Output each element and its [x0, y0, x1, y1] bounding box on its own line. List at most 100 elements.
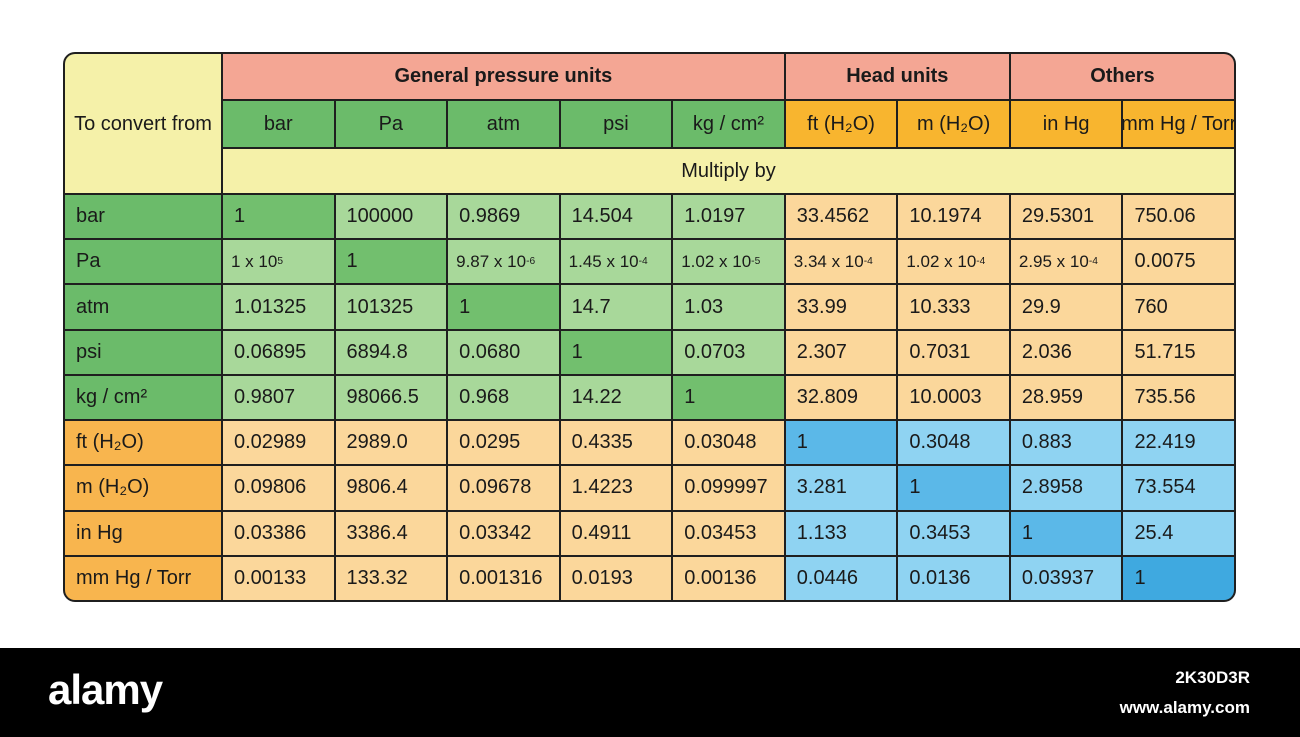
cell-base: 1.02 x 10: [681, 251, 752, 271]
table-cell: 1: [898, 466, 1009, 510]
table-cell: 32.809: [785, 375, 897, 420]
table-cell: 0.09678: [448, 466, 559, 510]
table-cell: 14.7: [560, 285, 672, 329]
table-cell: 25.4: [1123, 511, 1234, 555]
cell-base: 1.02 x 10: [906, 251, 977, 271]
row-header-2: atm: [65, 285, 221, 329]
alamy-logo: alamy: [48, 666, 163, 713]
table-cell: 133.32: [335, 556, 447, 600]
table-cell: 0.03342: [448, 511, 559, 555]
table-cell: 28.959: [1010, 375, 1122, 420]
table-cell: 2.95 x 10 -4: [1010, 240, 1122, 284]
table-cell: 0.02989: [223, 421, 334, 465]
table-cell: 0.9807: [223, 375, 334, 420]
column-header-8: mm Hg / Torr: [1123, 101, 1234, 147]
table-cell: 0.0680: [448, 330, 559, 374]
table-cell: 0.0295: [448, 421, 559, 465]
table-cell: 51.715: [1123, 330, 1234, 374]
row-header-8: mm Hg / Torr: [65, 556, 221, 600]
watermark-footer: alamy 2K30D3R www.alamy.com: [0, 648, 1300, 737]
table-cell: 750.06: [1123, 195, 1234, 239]
group-header-2: Others: [1010, 54, 1234, 99]
table-cell: 101325: [335, 285, 447, 329]
table-cell: 1: [335, 240, 447, 284]
row-header-3: psi: [65, 330, 221, 374]
table-cell: 22.419: [1123, 421, 1234, 465]
conversion-table: To convert from General pressure units He…: [63, 52, 1236, 602]
corner-label: To convert from: [65, 54, 221, 193]
table-cell: 0.09806: [223, 466, 334, 510]
table-cell: 1.133: [785, 511, 897, 555]
group-header-0: General pressure units: [223, 54, 784, 99]
table-cell: 0.03937: [1010, 556, 1122, 600]
table-cell: 3.281: [785, 466, 897, 510]
table-cell: 3.34 x 10 -4: [785, 240, 897, 284]
table-cell: 0.0075: [1123, 240, 1234, 284]
cell-base: 1 x 10: [231, 251, 278, 271]
row-header-4: kg / cm²: [65, 375, 221, 420]
table-cell: 1: [673, 375, 784, 420]
column-header-3: psi: [560, 101, 672, 147]
table-cell: 1: [785, 421, 897, 465]
table-cell: 6894.8: [335, 330, 447, 374]
table-cell: 29.9: [1010, 285, 1122, 329]
table-cell: 1.45 x 10 -4: [560, 240, 672, 284]
table-cell: 0.099997: [673, 466, 784, 510]
column-header-2: atm: [448, 101, 559, 147]
table-cell: 1.03: [673, 285, 784, 329]
table-cell: 0.03386: [223, 511, 334, 555]
table-cell: 0.00133: [223, 556, 334, 600]
table-cell: 2.307: [785, 330, 897, 374]
table-cell: 2989.0: [335, 421, 447, 465]
table-cell: 0.3048: [898, 421, 1009, 465]
table-cell: 0.0703: [673, 330, 784, 374]
table-cell: 2.8958: [1010, 466, 1122, 510]
table-cell: 0.4911: [560, 511, 672, 555]
table-cell: 9.87 x 10 -6: [448, 240, 559, 284]
group-header-1: Head units: [785, 54, 1009, 99]
table-cell: 0.0193: [560, 556, 672, 600]
table-cell: 1: [560, 330, 672, 374]
table-cell: 73.554: [1123, 466, 1234, 510]
site-url: www.alamy.com: [1119, 698, 1250, 717]
table-cell: 1: [1010, 511, 1122, 555]
table-cell: 0.968: [448, 375, 559, 420]
table-cell: 2.036: [1010, 330, 1122, 374]
table-cell: 0.00136: [673, 556, 784, 600]
table-cell: 1.02 x 10 -5: [673, 240, 784, 284]
table-cell: 760: [1123, 285, 1234, 329]
column-header-5: ft (H₂O): [785, 101, 897, 147]
table-cell: 1.02 x 10 -4: [898, 240, 1009, 284]
table-cell: 9806.4: [335, 466, 447, 510]
cell-base: 1.45 x 10: [568, 251, 639, 271]
table-cell: 0.0136: [898, 556, 1009, 600]
table-cell: 10.0003: [898, 375, 1009, 420]
table-cell: 1.0197: [673, 195, 784, 239]
table-cell: 1.4223: [560, 466, 672, 510]
table-cell: 3386.4: [335, 511, 447, 555]
table-cell: 0.4335: [560, 421, 672, 465]
table-cell: 0.001316: [448, 556, 559, 600]
table-cell: 0.0446: [785, 556, 897, 600]
table-cell: 0.03453: [673, 511, 784, 555]
row-header-0: bar: [65, 195, 221, 239]
row-header-6: m (H₂O): [65, 466, 221, 510]
table-cell: 0.9869: [448, 195, 559, 239]
cell-base: 2.95 x 10: [1018, 251, 1089, 271]
cell-base: 3.34 x 10: [793, 251, 864, 271]
table-cell: 29.5301: [1010, 195, 1122, 239]
row-header-7: in Hg: [65, 511, 221, 555]
table-cell: 10.1974: [898, 195, 1009, 239]
table-cell: 1 x 10 5: [223, 240, 334, 284]
image-id: 2K30D3R: [1175, 668, 1250, 687]
table-cell: 0.03048: [673, 421, 784, 465]
table-cell: 14.22: [560, 375, 672, 420]
table-cell: 1: [1123, 556, 1234, 600]
table-cell: 100000: [335, 195, 447, 239]
row-header-5: ft (H₂O): [65, 421, 221, 465]
table-cell: 0.3453: [898, 511, 1009, 555]
table-cell: 98066.5: [335, 375, 447, 420]
column-header-0: bar: [223, 101, 334, 147]
table-cell: 0.883: [1010, 421, 1122, 465]
table-cell: 33.4562: [785, 195, 897, 239]
